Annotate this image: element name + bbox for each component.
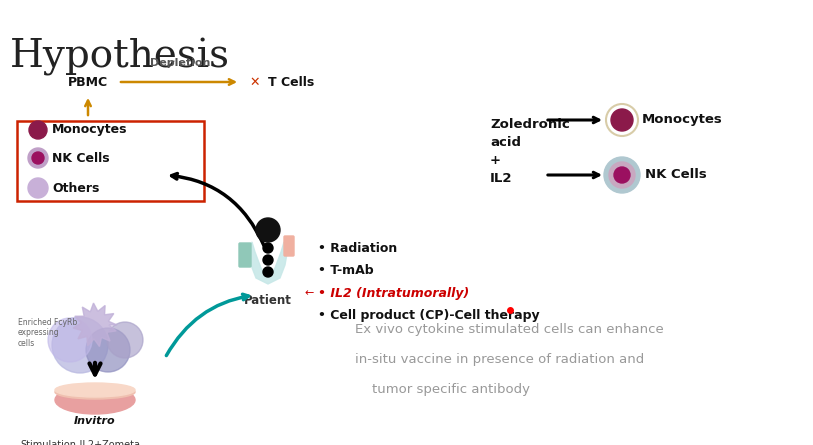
Ellipse shape (55, 383, 135, 397)
Polygon shape (73, 303, 117, 347)
Text: • Radiation: • Radiation (318, 242, 398, 255)
Circle shape (263, 255, 273, 265)
Ellipse shape (55, 386, 135, 414)
Text: Stimulation-IL2+Zometa: Stimulation-IL2+Zometa (20, 440, 140, 445)
Circle shape (256, 218, 280, 242)
Circle shape (614, 167, 630, 183)
Text: Invitro: Invitro (74, 416, 115, 426)
Circle shape (263, 267, 273, 277)
Text: • IL2 (Intratumorally): • IL2 (Intratumorally) (318, 287, 469, 299)
Text: ←: ← (305, 288, 314, 298)
Text: NK Cells: NK Cells (645, 169, 706, 182)
Text: Enriched FcyRb
expressing
cells: Enriched FcyRb expressing cells (18, 318, 77, 348)
Circle shape (107, 322, 143, 358)
Text: Depletion: Depletion (150, 58, 211, 68)
Circle shape (28, 178, 48, 198)
Ellipse shape (55, 385, 135, 399)
FancyBboxPatch shape (17, 121, 204, 201)
Text: PBMC: PBMC (68, 76, 108, 89)
Text: Monocytes: Monocytes (52, 124, 128, 137)
Text: Hypothesis: Hypothesis (10, 38, 230, 76)
FancyBboxPatch shape (239, 243, 251, 267)
Text: Others: Others (52, 182, 99, 194)
Text: Patient: Patient (244, 294, 292, 307)
Text: Monocytes: Monocytes (642, 113, 723, 126)
Polygon shape (248, 242, 288, 284)
Text: Ex vivo cytokine stimulated cells can enhance: Ex vivo cytokine stimulated cells can en… (355, 324, 663, 336)
Text: Zoledronic
acid
+
IL2: Zoledronic acid + IL2 (490, 118, 570, 185)
Circle shape (52, 317, 108, 373)
Circle shape (263, 243, 273, 253)
Text: • Cell product (CP)-Cell therapy: • Cell product (CP)-Cell therapy (318, 308, 540, 321)
Circle shape (29, 121, 47, 139)
Circle shape (611, 109, 633, 131)
FancyBboxPatch shape (284, 236, 294, 256)
Circle shape (28, 148, 48, 168)
Text: in-situ vaccine in presence of radiation and: in-situ vaccine in presence of radiation… (355, 353, 644, 367)
Text: • T-mAb: • T-mAb (318, 263, 374, 276)
Text: ✕: ✕ (250, 76, 260, 89)
Text: NK Cells: NK Cells (52, 151, 110, 165)
Circle shape (86, 328, 130, 372)
Text: T Cells: T Cells (268, 76, 315, 89)
Text: tumor specific antibody: tumor specific antibody (355, 384, 530, 396)
Circle shape (609, 162, 635, 188)
Circle shape (32, 152, 44, 164)
Circle shape (48, 318, 92, 362)
Circle shape (604, 157, 640, 193)
